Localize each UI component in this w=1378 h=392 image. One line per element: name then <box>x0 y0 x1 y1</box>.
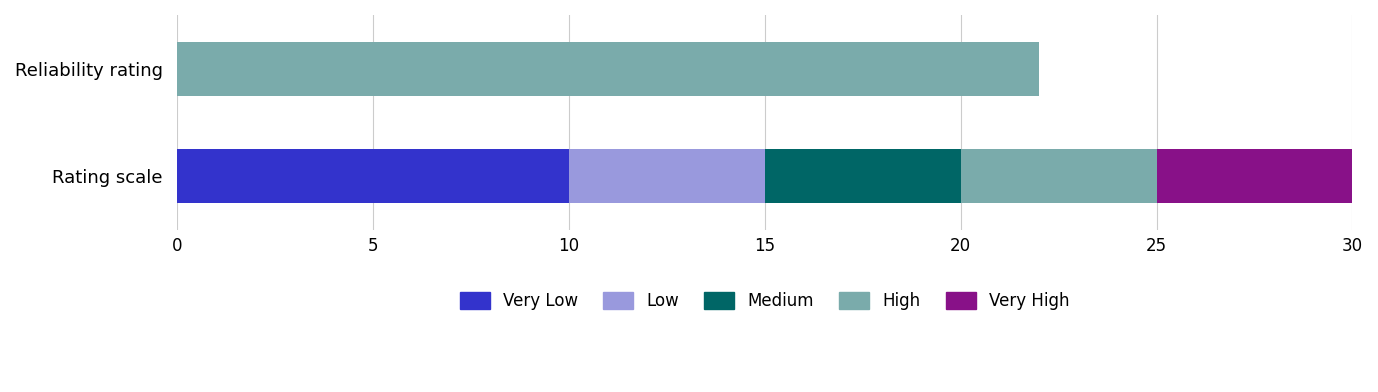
Bar <box>176 42 1039 96</box>
Bar <box>176 149 569 203</box>
Bar <box>765 149 960 203</box>
Bar <box>1156 149 1352 203</box>
Bar <box>960 149 1156 203</box>
Legend: Very Low, Low, Medium, High, Very High: Very Low, Low, Medium, High, Very High <box>452 283 1078 318</box>
Bar <box>569 149 765 203</box>
